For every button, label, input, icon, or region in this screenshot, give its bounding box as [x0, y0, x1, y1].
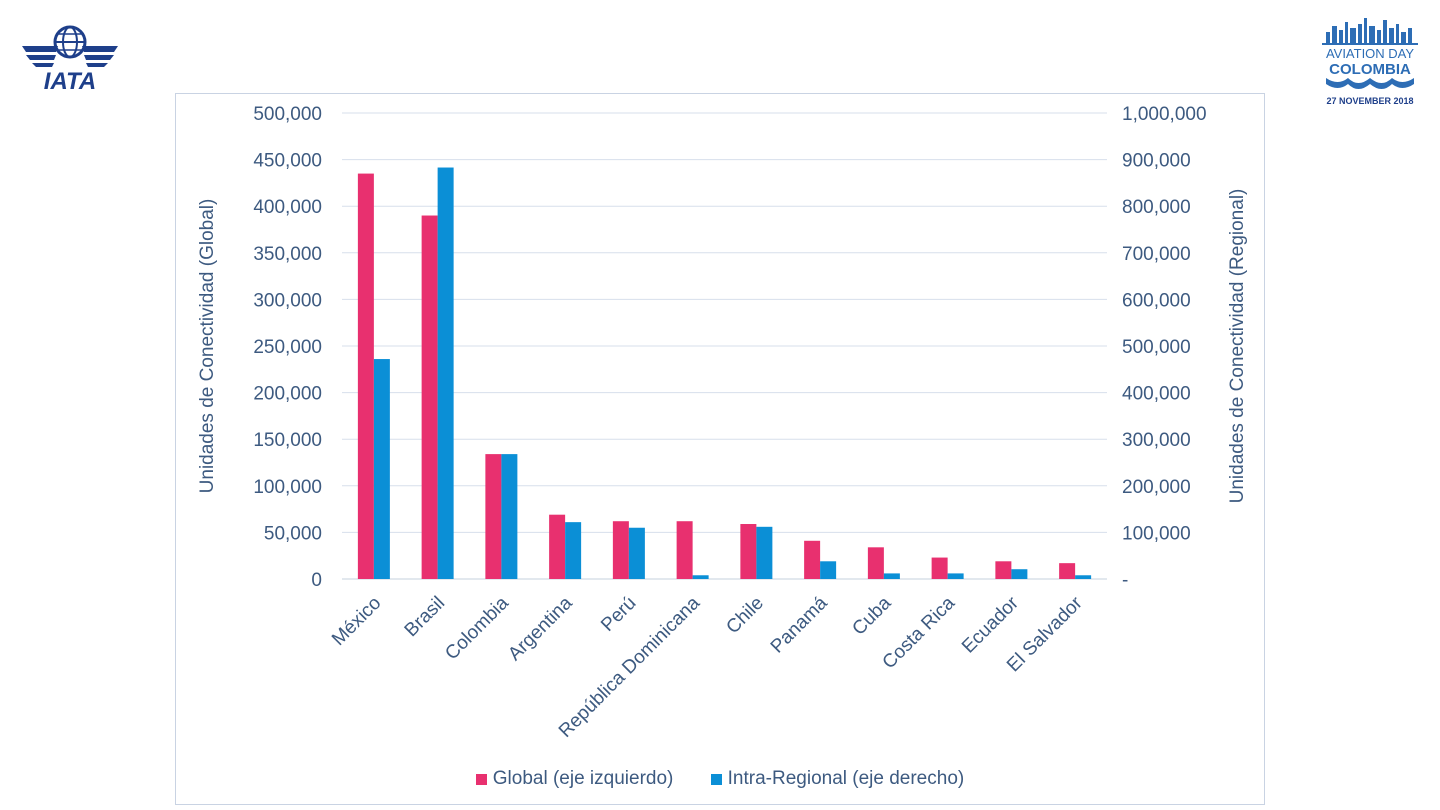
y-tick-label: 200,000: [253, 384, 322, 405]
y-tick-label: 0: [311, 570, 322, 591]
y2-tick-label: 100,000: [1122, 523, 1191, 544]
y-tick-label: 300,000: [253, 290, 322, 311]
bar-global: [931, 557, 948, 579]
bar-global: [676, 521, 693, 579]
x-tick-label: Panamá: [767, 592, 832, 657]
bar-global: [485, 454, 502, 579]
aviation-day-logo: AVIATION DAY COLOMBIA 27 NOVEMBER 2018: [1322, 18, 1418, 106]
x-tick-label: Chile: [722, 593, 767, 638]
bar-regional: [820, 561, 837, 579]
bar-regional: [947, 573, 964, 579]
date-text: 27 NOVEMBER 2018: [1326, 96, 1413, 106]
x-tick-label: Argentina: [504, 592, 577, 665]
bar-global: [804, 540, 821, 579]
x-tick-label: Perú: [597, 593, 640, 636]
y-tick-label: 350,000: [253, 244, 322, 265]
x-tick-label: México: [328, 593, 385, 650]
bar-global: [421, 215, 438, 579]
x-tick-label: Cuba: [848, 592, 895, 639]
bar-global: [1059, 563, 1076, 579]
aviation-day-text: AVIATION DAY: [1326, 46, 1414, 61]
chart-frame: [175, 93, 1265, 805]
y-tick-label: 100,000: [253, 477, 322, 498]
bar-regional: [565, 522, 582, 579]
bar-global: [612, 521, 629, 579]
x-tick-label: Ecuador: [958, 592, 1023, 657]
y-tick-label: 150,000: [253, 430, 322, 451]
bar-regional: [883, 573, 900, 579]
y2-axis-label: Unidades de Conectividad (Regional): [1227, 189, 1248, 504]
legend-label-global: Global (eje izquierdo): [492, 768, 674, 789]
y2-tick-label: 600,000: [1122, 290, 1191, 311]
legend-swatch-global: [475, 773, 487, 785]
y2-tick-label: 700,000: [1122, 244, 1191, 265]
skyline-icon: [1322, 18, 1418, 45]
y-tick-label: 50,000: [264, 523, 322, 544]
bar-regional: [437, 167, 454, 579]
y2-tick-label: 500,000: [1122, 337, 1191, 358]
legend-item-regional: Intra-Regional (eje derecho): [710, 768, 965, 790]
bar-regional: [692, 575, 709, 579]
bar-global: [867, 547, 884, 579]
y2-tick-label: 200,000: [1122, 477, 1191, 498]
bar-regional: [501, 454, 518, 579]
x-tick-label: Brasil: [401, 593, 449, 641]
y-tick-label: 250,000: [253, 337, 322, 358]
iata-logo: IATA: [22, 25, 118, 94]
bar-global: [995, 561, 1012, 579]
y-tick-label: 450,000: [253, 151, 322, 172]
legend-item-global: Global (eje izquierdo): [475, 768, 674, 790]
bar-global: [357, 173, 374, 579]
y2-tick-label: 400,000: [1122, 384, 1191, 405]
y-tick-label: 500,000: [253, 104, 322, 125]
legend-swatch-regional: [710, 773, 722, 785]
y-axis-label: Unidades de Conectividad (Global): [197, 199, 218, 494]
bar-regional: [756, 526, 773, 579]
bar-global: [740, 524, 757, 579]
iata-logo-text: IATA: [44, 68, 96, 94]
y2-tick-label: 800,000: [1122, 197, 1191, 218]
y2-tick-label: -: [1122, 570, 1128, 591]
colombia-text: COLOMBIA: [1329, 61, 1411, 78]
legend: Global (eje izquierdo) Intra-Regional (e…: [0, 768, 1440, 791]
legend-label-regional: Intra-Regional (eje derecho): [727, 768, 965, 789]
y2-tick-label: 1,000,000: [1122, 104, 1207, 125]
y2-tick-label: 300,000: [1122, 430, 1191, 451]
bar-regional: [1011, 569, 1028, 579]
x-tick-label: Colombia: [441, 592, 513, 664]
bar-regional: [1075, 575, 1092, 579]
bar-regional: [373, 359, 390, 579]
bar-regional: [628, 527, 645, 579]
y-tick-label: 400,000: [253, 197, 322, 218]
y2-tick-label: 900,000: [1122, 151, 1191, 172]
bar-global: [549, 514, 566, 579]
